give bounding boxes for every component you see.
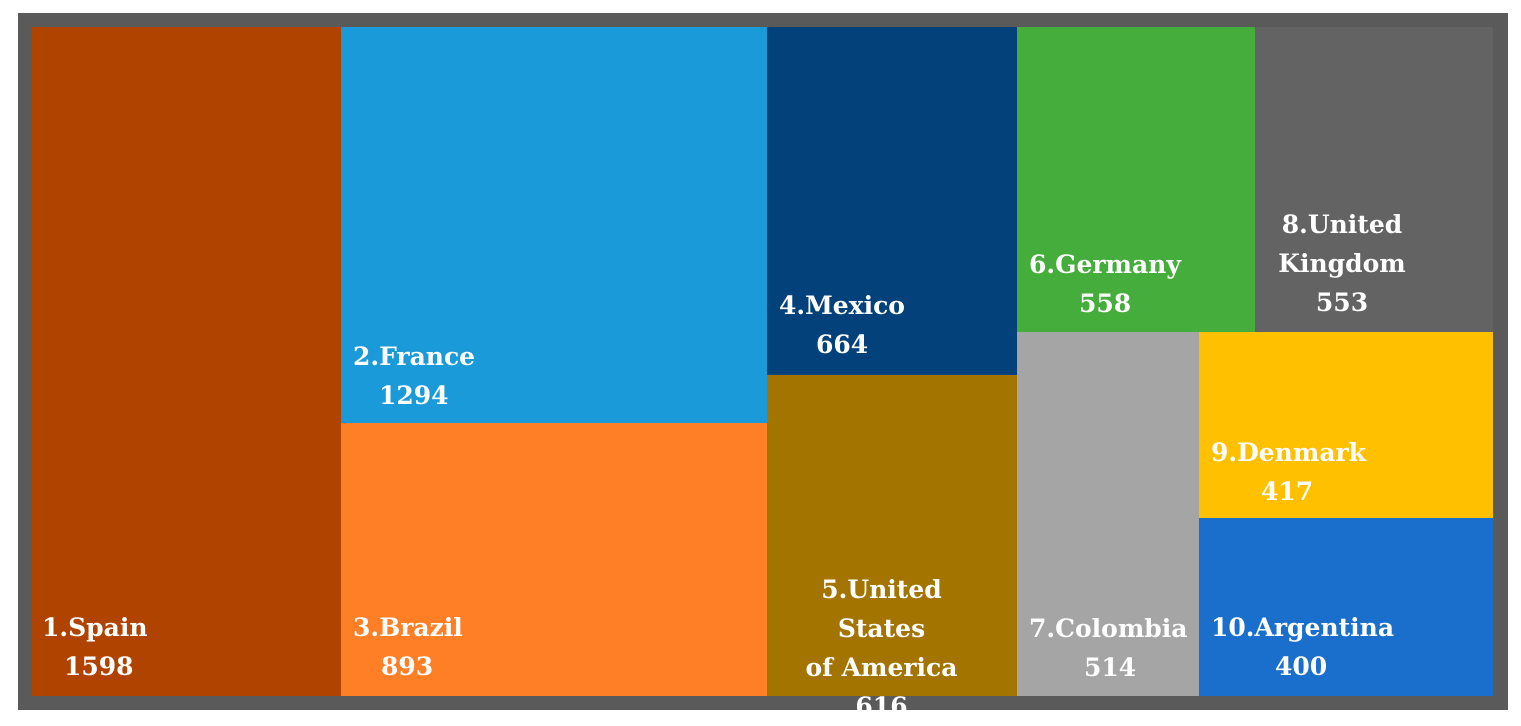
tile-label: 3.Brazil	[353, 613, 463, 642]
tile-value: 553	[1315, 288, 1369, 317]
tile-united-states-of-america: 5.United States of America 616	[767, 375, 1017, 721]
tile-united-kingdom: 8.United Kingdom 553	[1255, 27, 1493, 332]
tile-colombia: 7.Colombia 514	[1017, 332, 1199, 696]
tile-value: 417	[1261, 477, 1314, 506]
tile-denmark: 9.Denmark 417	[1199, 332, 1493, 518]
tile-value: 558	[1079, 289, 1132, 318]
tile-spain: 1.Spain 1598	[32, 27, 341, 696]
tile-mexico: 4.Mexico 664	[767, 27, 1017, 375]
tile-brazil: 3.Brazil 893	[341, 423, 767, 696]
tile-argentina: 10.Argentina 400	[1199, 518, 1493, 696]
tile-label: 7.Colombia	[1029, 614, 1188, 643]
tile-label: 6.Germany	[1029, 250, 1181, 279]
treemap-plot: 1.Spain 1598 2.France 1294 3.Brazil 893 4.M…	[32, 27, 1493, 721]
tile-label: 4.Mexico	[779, 291, 905, 320]
tile-germany: 6.Germany 558	[1017, 27, 1255, 332]
tile-value: 1598	[64, 652, 134, 681]
tile-label: 8.United Kingdom	[1278, 210, 1406, 278]
tile-france: 2.France 1294	[341, 27, 767, 423]
tile-label: 5.United States of America	[805, 575, 958, 682]
tile-value: 616	[855, 692, 908, 721]
tile-label: 9.Denmark	[1211, 438, 1367, 467]
tile-label: 2.France	[353, 342, 476, 371]
tile-value: 664	[816, 330, 869, 359]
tile-value: 400	[1275, 652, 1328, 681]
tile-value: 514	[1084, 653, 1137, 682]
tile-value: 1294	[379, 381, 449, 410]
tile-label: 10.Argentina	[1211, 613, 1395, 642]
tile-value: 893	[381, 652, 434, 681]
tile-label: 1.Spain	[42, 613, 148, 642]
